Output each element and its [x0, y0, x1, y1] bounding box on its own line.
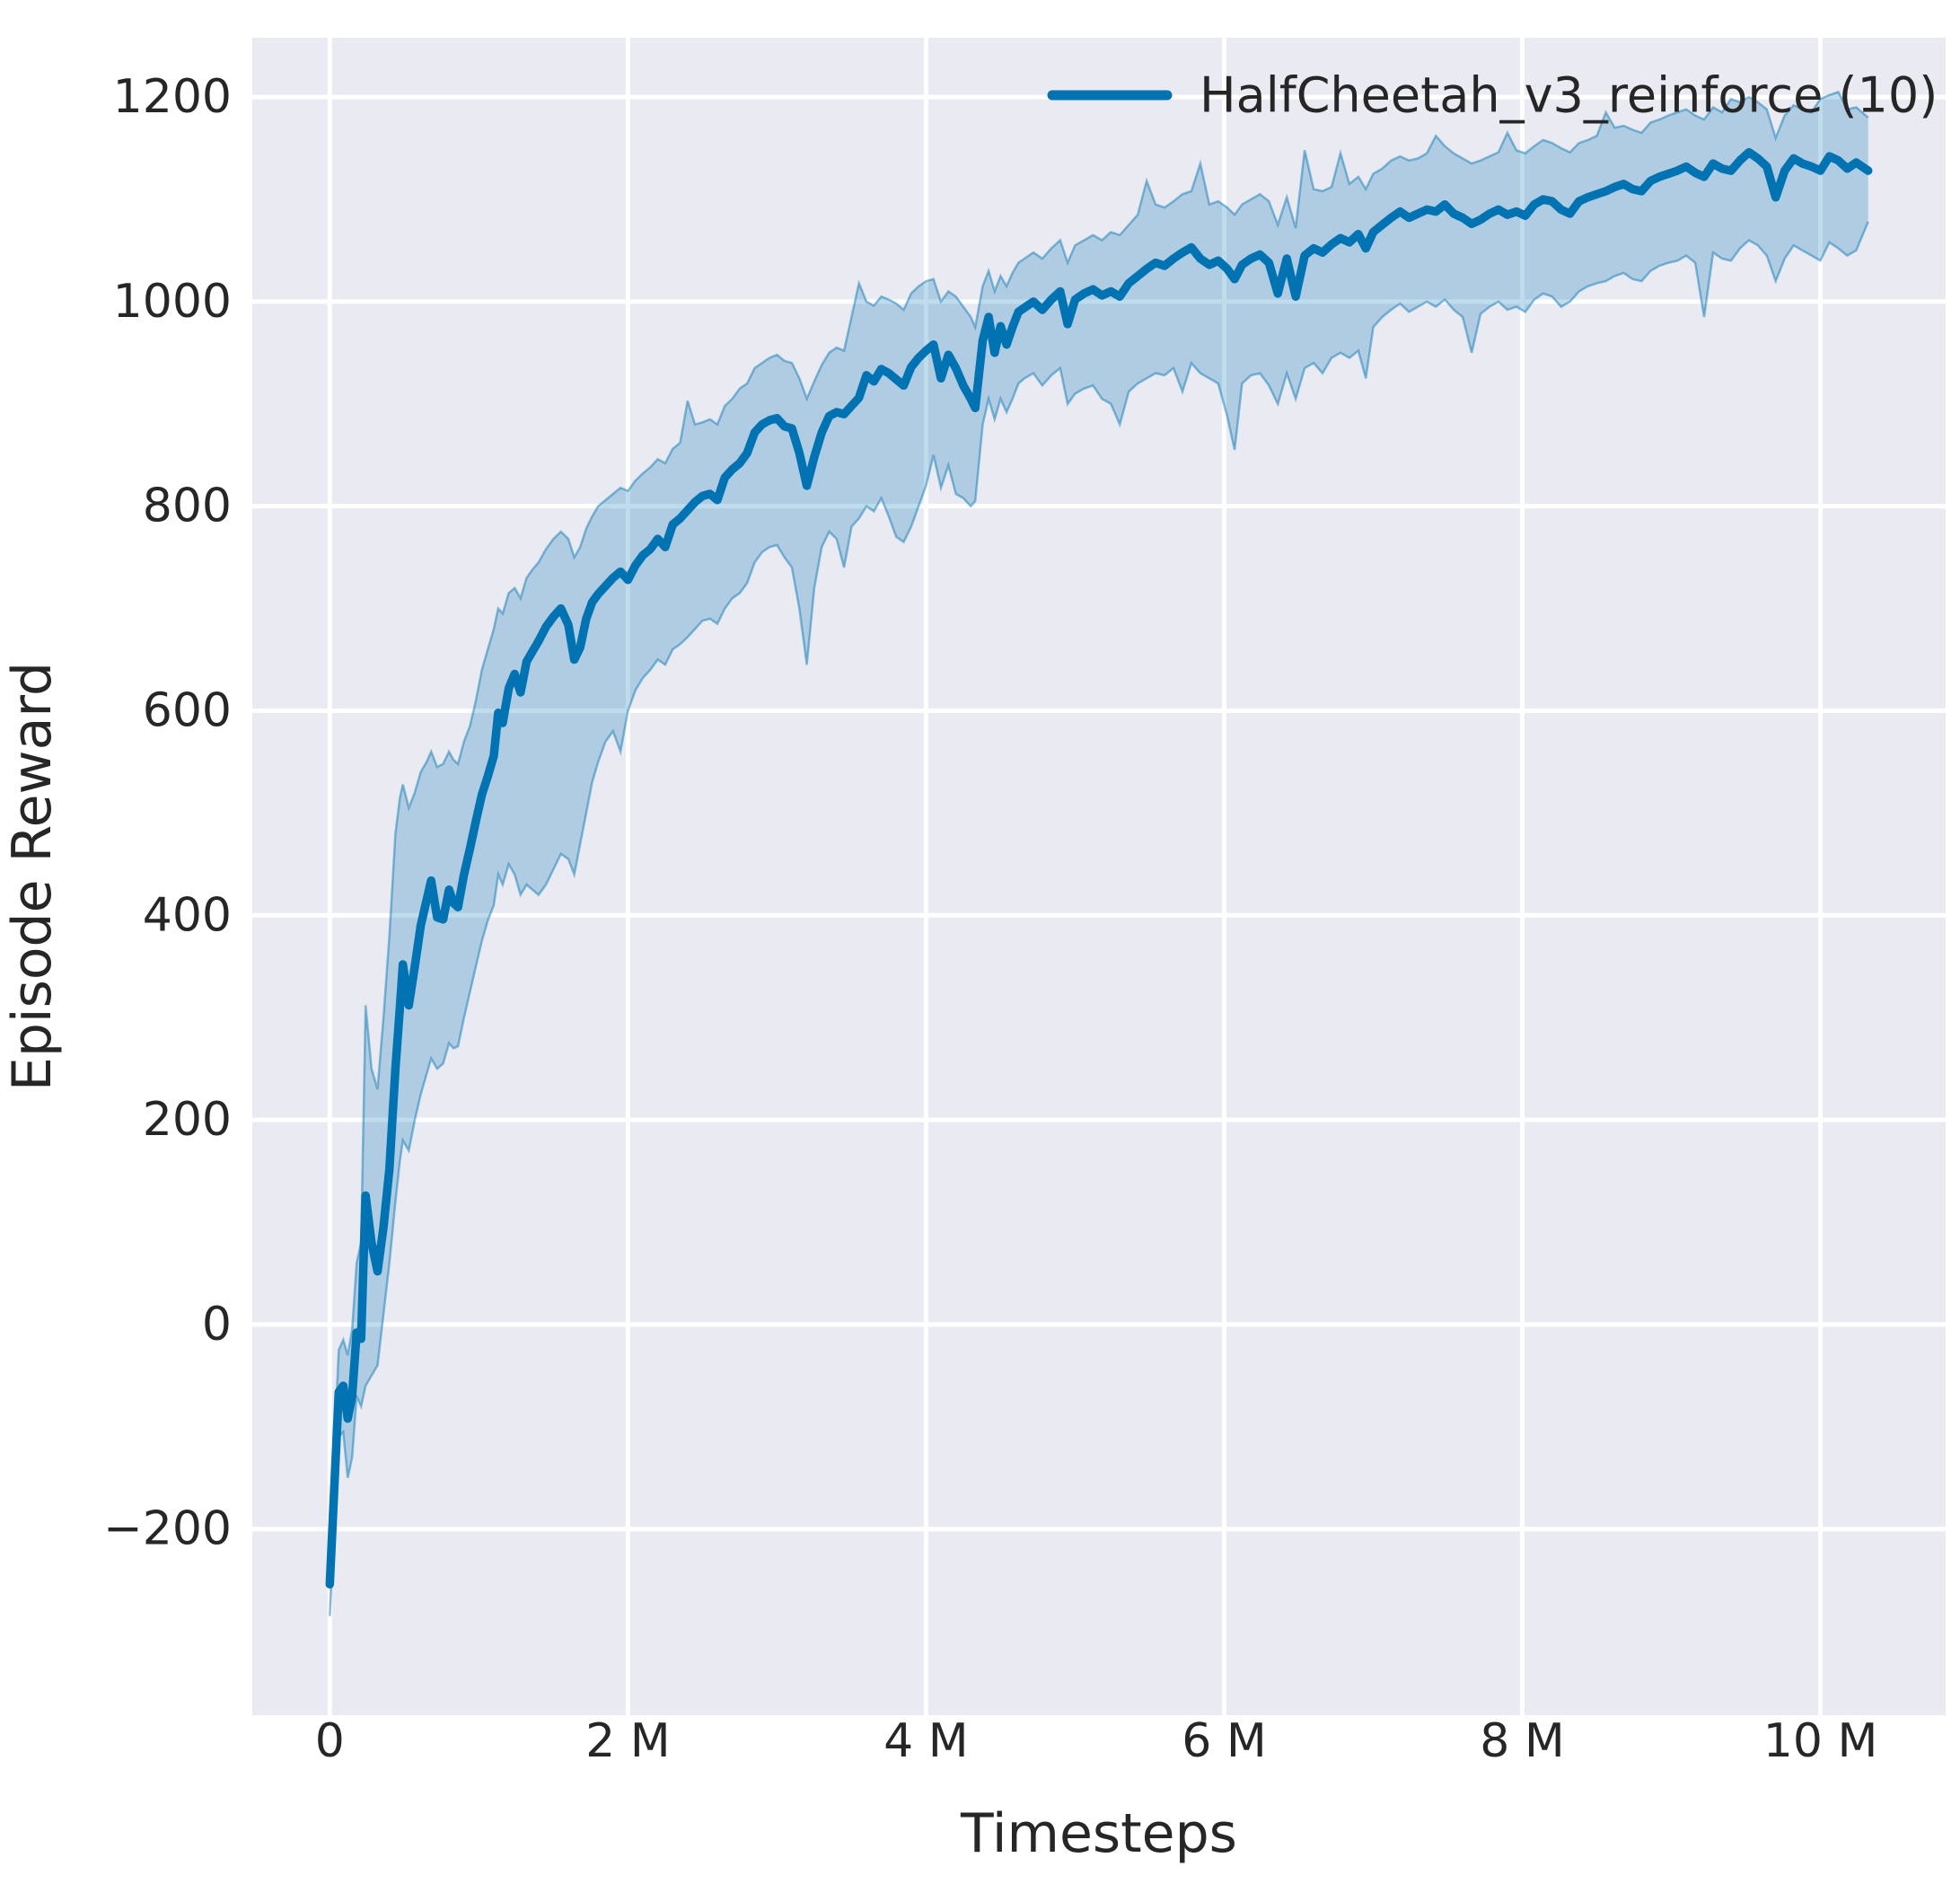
band-upper-edge: [329, 90, 1869, 1560]
legend-label: HalfCheetah_v3_reinforce (10): [1200, 67, 1938, 124]
tick-label: 200: [143, 1093, 232, 1147]
mean-line: [325, 147, 1873, 1589]
tick-label: 6 M: [1182, 1714, 1266, 1768]
tick-label: 800: [143, 480, 232, 533]
tick-label: 0: [315, 1714, 345, 1768]
confidence-band: [329, 90, 1869, 1616]
tick-label: −200: [103, 1502, 232, 1556]
tick-label: 600: [143, 683, 232, 737]
plot-background: [252, 38, 1946, 1715]
legend: HalfCheetah_v3_reinforce (10): [1047, 67, 1938, 124]
x-axis-label: Timesteps: [960, 1802, 1237, 1865]
confidence-band-fill: [330, 92, 1868, 1616]
y-axis-label: Episode Reward: [1, 662, 64, 1091]
band-lower-edge: [329, 221, 1869, 1616]
x-axis-tick-labels: 0 2 M 4 M 6 M 8 M 10 M: [315, 1714, 1878, 1768]
grid-lines: [252, 38, 1946, 1715]
tick-label: 1200: [113, 70, 232, 124]
tick-label: 0: [202, 1298, 232, 1351]
tick-label: 10 M: [1763, 1714, 1878, 1768]
tick-label: 400: [143, 888, 232, 942]
tick-label: 1000: [113, 275, 232, 329]
tick-label: 4 M: [883, 1714, 968, 1768]
tick-label: 8 M: [1480, 1714, 1564, 1768]
y-axis-tick-labels: −200 0 200 400 600 800 1000 1200: [103, 70, 232, 1556]
tick-label: 2 M: [585, 1714, 670, 1768]
